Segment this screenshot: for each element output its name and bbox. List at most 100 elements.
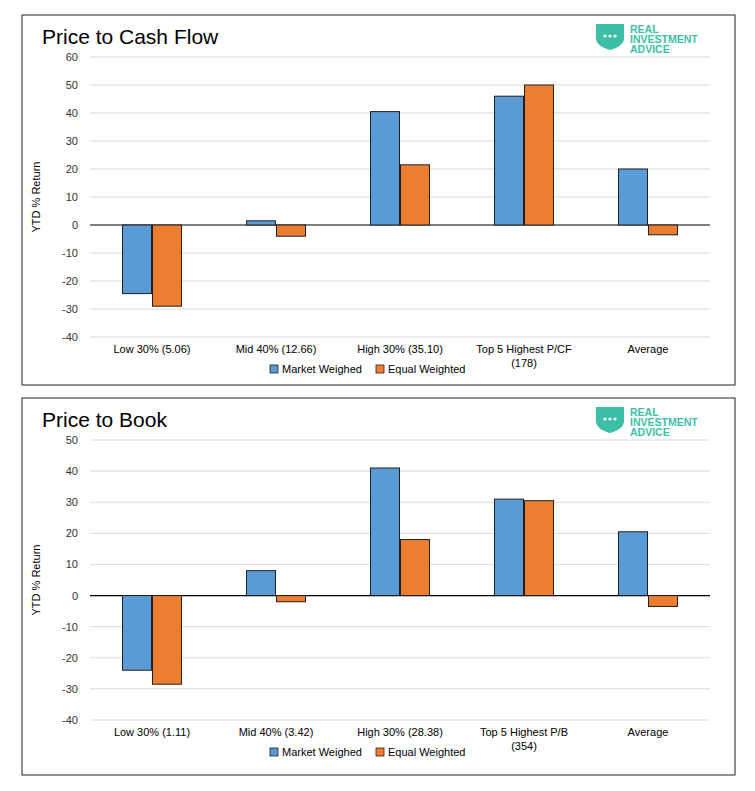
category-label: Average <box>628 343 669 355</box>
category-line: Mid 40% (3.42) <box>239 726 314 738</box>
bar <box>277 596 306 602</box>
grid-line <box>90 253 710 254</box>
bar <box>649 596 678 607</box>
grid-line <box>90 720 710 721</box>
bar <box>649 225 678 235</box>
bar <box>123 596 152 671</box>
category-label: Mid 40% (3.42) <box>239 726 314 738</box>
logo-icon <box>596 24 624 50</box>
tick-label: -40 <box>62 714 78 726</box>
tick-label: -20 <box>62 652 78 664</box>
tick-label: 60 <box>66 51 78 63</box>
bars <box>123 85 678 306</box>
category-label: Average <box>628 726 669 738</box>
tick-label: 40 <box>66 107 78 119</box>
grid-line <box>90 85 710 86</box>
title: Price to Book <box>42 408 167 431</box>
logo-dot <box>613 34 616 37</box>
bar <box>401 165 430 225</box>
tick-label: -30 <box>62 303 78 315</box>
category-line: Low 30% (5.06) <box>113 343 190 355</box>
tick-label: 0 <box>72 219 78 231</box>
bar <box>495 499 524 595</box>
category-line: Top 5 Highest P/CF <box>476 343 572 355</box>
category-line: Low 30% (1.11) <box>114 726 190 738</box>
grid-line <box>90 688 710 689</box>
legend-swatch <box>376 748 384 756</box>
category-label: High 30% (35.10) <box>357 343 443 355</box>
logo-text: ADVICE <box>630 43 670 55</box>
logo-dot <box>608 34 611 37</box>
tick-label: 50 <box>66 79 78 91</box>
chart: Price to Cash FlowREALINVESTMENTADVICE-4… <box>22 15 735 385</box>
legend-label: Equal Weighted <box>388 363 465 375</box>
bar <box>153 225 182 306</box>
legend: Market Weighed Equal Weighted <box>270 746 465 758</box>
tick-label: 30 <box>66 135 78 147</box>
panel-frame <box>22 398 735 775</box>
category-line: (354) <box>511 740 537 752</box>
grid-line <box>90 657 710 658</box>
tick-label: 0 <box>72 590 78 602</box>
legend-swatch <box>270 748 278 756</box>
tick-label: -40 <box>62 331 78 343</box>
category-line: High 30% (35.10) <box>357 343 443 355</box>
logo-dot <box>613 417 616 420</box>
tick-label: 20 <box>66 527 78 539</box>
legend-label: Market Weighed <box>282 363 362 375</box>
bar <box>401 540 430 596</box>
grid-line <box>90 309 710 310</box>
tick-label: 10 <box>66 558 78 570</box>
bar <box>525 85 554 225</box>
category-label: Top 5 Highest P/CF (178) <box>476 343 572 369</box>
page: Price to Cash FlowREALINVESTMENTADVICE-4… <box>0 0 755 791</box>
bar <box>619 532 648 596</box>
category-line: High 30% (28.38) <box>357 726 443 738</box>
grid-line <box>90 281 710 282</box>
logo-dot <box>603 34 606 37</box>
logo-dot <box>608 417 611 420</box>
bar <box>277 225 306 236</box>
category-label: Top 5 Highest P/B (354) <box>480 726 568 752</box>
category-label: Low 30% (1.11) <box>114 726 190 738</box>
bar <box>371 112 400 225</box>
bars <box>123 468 678 684</box>
tick-label: 40 <box>66 465 78 477</box>
legend-swatch <box>270 365 278 373</box>
tick-label: 30 <box>66 496 78 508</box>
category-label: Low 30% (5.06) <box>113 343 190 355</box>
bar <box>247 571 276 596</box>
legend: Market Weighed Equal Weighted <box>270 363 465 375</box>
grid-line <box>90 337 710 338</box>
bar <box>371 468 400 596</box>
legend-label: Market Weighed <box>282 746 362 758</box>
axis-label: YTD % Return <box>30 162 42 233</box>
grid-line <box>90 626 710 627</box>
bar <box>123 225 152 294</box>
bar <box>247 221 276 225</box>
tick-label: -10 <box>62 247 78 259</box>
category-line: Top 5 Highest P/B <box>480 726 568 738</box>
logo-text: ADVICE <box>630 426 670 438</box>
grid-line <box>90 440 710 441</box>
category-line: Average <box>628 726 669 738</box>
bar <box>525 501 554 596</box>
category-label: High 30% (28.38) <box>357 726 443 738</box>
tick-label: 50 <box>66 434 78 446</box>
axis-label: YTD % Return <box>30 545 42 616</box>
bar <box>495 96 524 225</box>
logo-icon <box>596 407 624 433</box>
category-label: Mid 40% (12.66) <box>236 343 317 355</box>
title: Price to Cash Flow <box>42 25 219 48</box>
tick-label: -10 <box>62 621 78 633</box>
tick-label: -20 <box>62 275 78 287</box>
legend-label: Equal Weighted <box>388 746 465 758</box>
category-line: (178) <box>511 357 537 369</box>
panel-frame <box>22 15 735 385</box>
bar <box>153 596 182 685</box>
tick-label: 20 <box>66 163 78 175</box>
category-line: Mid 40% (12.66) <box>236 343 317 355</box>
tick-label: 10 <box>66 191 78 203</box>
bar <box>619 169 648 225</box>
legend-swatch <box>376 365 384 373</box>
